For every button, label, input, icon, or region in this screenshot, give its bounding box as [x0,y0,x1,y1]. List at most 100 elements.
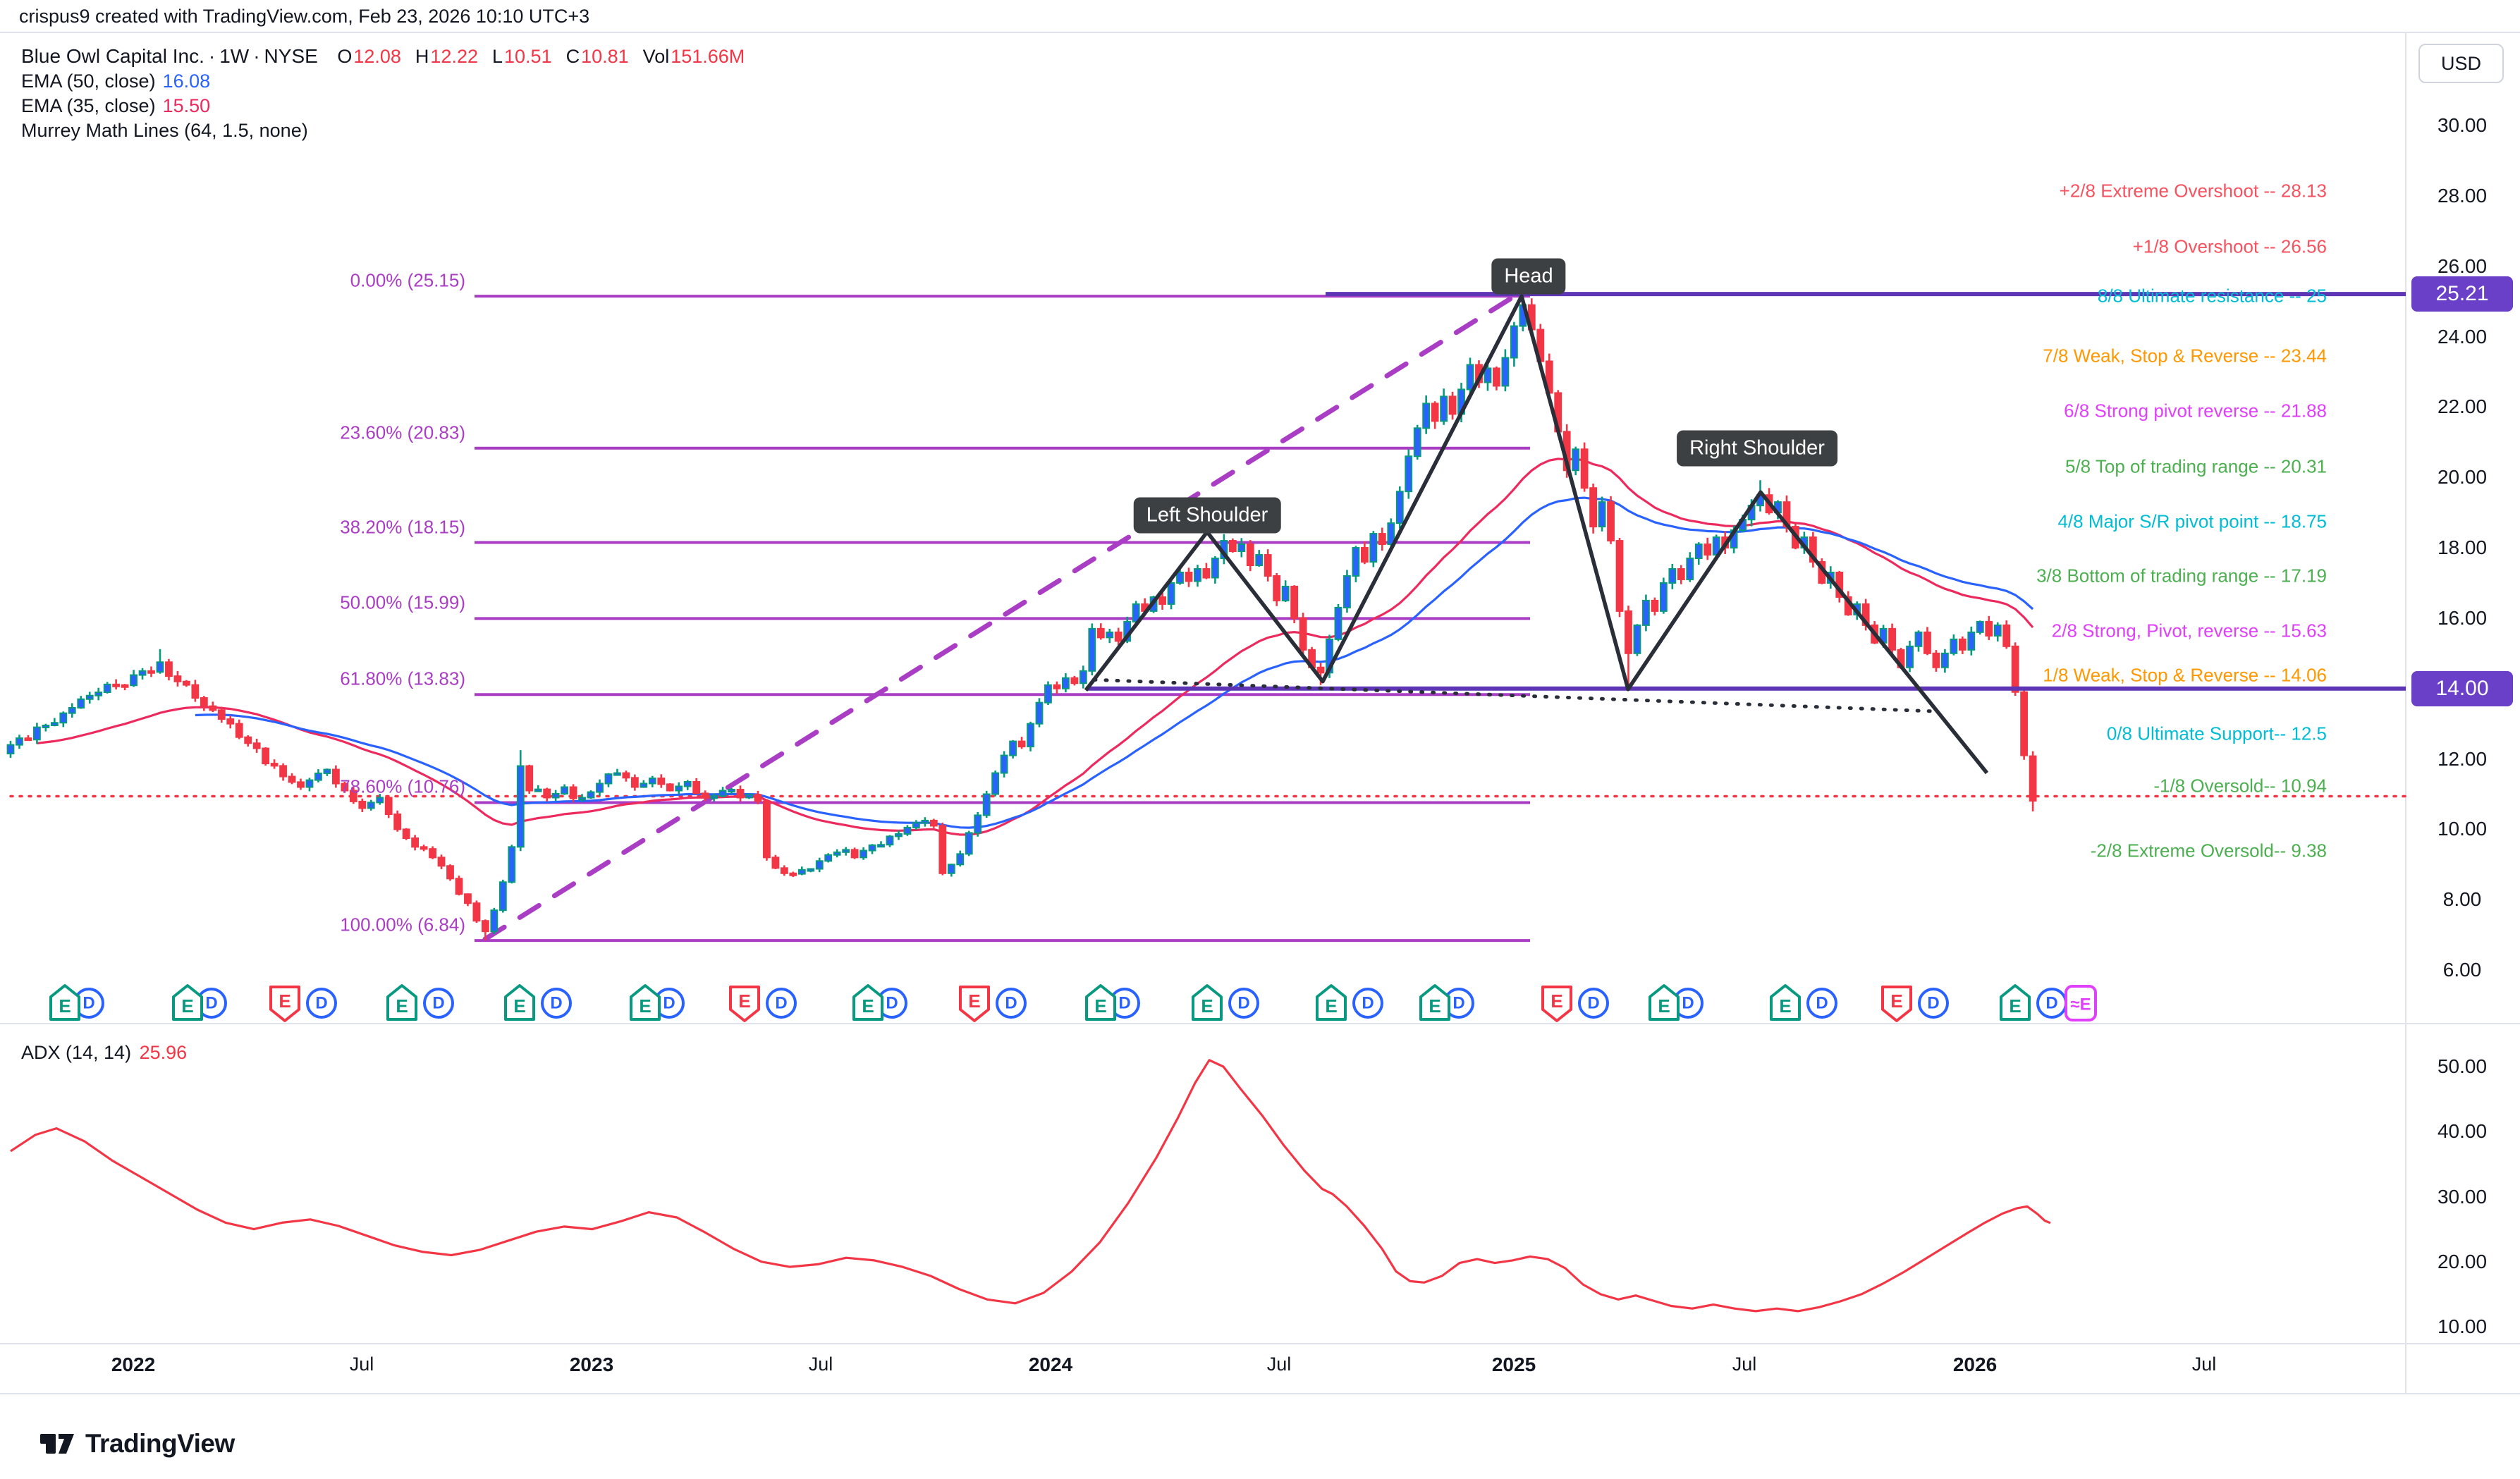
candle-body [24,737,32,742]
tradingview-logo[interactable]: TradingView [39,1425,235,1462]
candle-body [728,789,735,793]
indicator-row[interactable]: EMA (35, close) 15.50 [21,94,753,118]
candle-body [393,813,402,830]
candle-body [1017,740,1026,748]
tradingview-logo-icon [40,1434,74,1454]
candle-body [754,794,762,802]
time-axis-label[interactable]: 2022 [111,1354,156,1375]
candle-body [1906,645,1914,668]
price-axis-tick[interactable]: 22.00 [2437,395,2488,418]
ohlc-field-letter: H [415,46,429,67]
price-axis-tick[interactable]: 28.00 [2437,184,2488,207]
interval-label: 1W [219,45,250,67]
murrey-level-label: 6/8 Strong pivot reverse -- 21.88 [2064,400,2327,422]
candle-body [1228,540,1237,553]
pattern-label[interactable]: Right Shoulder [1677,430,1837,467]
candle-body [2011,645,2019,693]
time-axis-label[interactable]: Jul [349,1354,374,1375]
candle-body [1633,624,1641,654]
symbol-row[interactable]: Blue Owl Capital Inc. · 1W · NYSE O12.08 H12.… [21,44,753,69]
svg-text:E: E [181,995,193,1017]
pattern-label[interactable]: Head [1491,258,1566,295]
candle-body [745,794,753,799]
adx-axis-tick[interactable]: 10.00 [2437,1315,2488,1337]
price-axis-tick[interactable]: 8.00 [2442,888,2482,911]
adx-axis-tick[interactable]: 20.00 [2437,1250,2488,1272]
candle-body [1950,638,1958,654]
time-axis-label[interactable]: 2026 [1952,1354,1998,1375]
time-axis-label[interactable]: 2023 [569,1354,614,1375]
candle-body [1501,357,1510,387]
adx-line [10,1059,2051,1313]
candle-body [666,783,674,792]
price-axis-tick[interactable]: 26.00 [2437,254,2488,277]
indicator-row[interactable]: EMA (50, close) 16.08 [21,69,753,94]
price-axis-tick[interactable]: 20.00 [2437,466,2488,489]
ohlc-values: O12.08 H12.22 L10.51 C10.81 Vol151.66M [327,46,749,67]
adx-axis-tick[interactable]: 30.00 [2437,1185,2488,1208]
candle-body [147,670,155,674]
adx-axis-tick[interactable]: 50.00 [2437,1055,2488,1077]
price-axis-badge[interactable]: 14.00 [2411,670,2513,706]
time-axis-label[interactable]: 2024 [1028,1354,1073,1375]
price-axis-tick[interactable]: 16.00 [2437,606,2488,629]
pattern-label[interactable]: Left Shoulder [1133,497,1281,534]
price-axis-tick[interactable]: 30.00 [2437,114,2488,136]
candle-body [367,802,375,809]
time-axis-label[interactable]: Jul [1266,1354,1292,1375]
tradingview-logo-text: TradingView [85,1429,235,1458]
candle-body [455,878,463,895]
fib-level-label: 61.80% (13.83) [340,668,465,689]
time-axis-label[interactable]: Jul [2191,1354,2217,1375]
currency-toggle-button[interactable]: USD [2418,44,2504,83]
time-axis-label[interactable]: Jul [1732,1354,1757,1375]
candle-body [1360,547,1369,563]
candle-body [1589,487,1597,528]
price-axis-badge[interactable]: 25.21 [2411,276,2513,312]
upcoming-earnings-badge[interactable]: ≈E [2063,983,2148,1027]
candle-body [1299,617,1307,651]
candle-body [965,832,973,855]
svg-text:D: D [663,994,675,1013]
candle-body [675,785,683,792]
time-axis-label[interactable]: 2025 [1491,1354,1536,1375]
candle-body [349,790,357,802]
indicator-row[interactable]: Murrey Math Lines (64, 1.5, none) [21,118,753,143]
candle-body [420,846,428,850]
price-axis-tick[interactable]: 6.00 [2442,959,2482,981]
candle-body [1264,554,1272,577]
price-axis-tick[interactable]: 12.00 [2437,747,2488,770]
price-axis-tick[interactable]: 10.00 [2437,818,2488,840]
candle-body [1448,395,1457,415]
adx-legend[interactable]: ADX (14, 14) 25.96 [21,1042,187,1064]
svg-text:E: E [1201,995,1213,1017]
murrey-level-label: 2/8 Strong, Pivot, reverse -- 15.63 [2051,620,2327,642]
candle-body [68,707,76,714]
adx-axis-tick[interactable]: 40.00 [2437,1120,2488,1143]
price-axis-tick[interactable]: 24.00 [2437,325,2488,348]
candle-body [771,857,780,869]
price-axis-tick[interactable]: 18.00 [2437,536,2488,559]
candle-body [314,772,322,781]
candle-body [1255,554,1264,566]
time-axis-label[interactable]: Jul [808,1354,833,1375]
